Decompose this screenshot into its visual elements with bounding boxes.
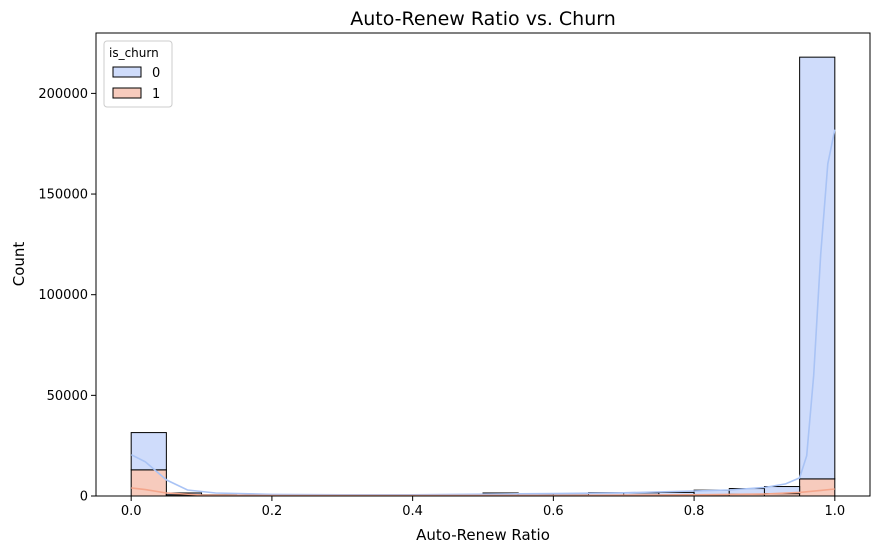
legend-title: is_churn [109, 46, 159, 60]
bar-series-1-bin-19 [799, 478, 836, 497]
bar-series-0-bin-0 [130, 432, 167, 471]
x-tick-label-5: 1.0 [824, 504, 845, 519]
x-tick-label-2: 0.4 [402, 504, 423, 519]
y-tick-label-0: 0 [80, 490, 88, 505]
y-tick-label-3: 150000 [38, 188, 88, 203]
y-tick-label-2: 100000 [38, 288, 88, 303]
kde-curves [130, 129, 836, 497]
y-tick-label-4: 200000 [38, 87, 88, 102]
chart-title: Auto-Renew Ratio vs. Churn [350, 8, 616, 30]
x-tick-label-1: 0.2 [262, 504, 283, 519]
legend-swatch-1 [112, 87, 142, 99]
x-tick-label-3: 0.6 [543, 504, 564, 519]
x-axis: 0.0 0.2 0.4 0.6 0.8 1.0 [121, 496, 845, 519]
y-tick-label-1: 50000 [47, 389, 88, 404]
legend-label-0: 0 [152, 66, 160, 81]
y-axis-label: Count [10, 242, 28, 287]
plot-frame [95, 32, 871, 497]
legend-label-1: 1 [152, 87, 160, 102]
kde-curve-0 [130, 129, 836, 496]
bar-series-0-bin-19 [799, 56, 836, 480]
x-tick-label-4: 0.8 [684, 504, 705, 519]
legend-swatch-0 [112, 66, 142, 78]
x-axis-label: Auto-Renew Ratio [416, 526, 550, 544]
y-axis: 0 50000 100000 150000 200000 [38, 87, 96, 505]
legend: is_churn 0 1 [103, 40, 173, 108]
x-tick-label-0: 0.0 [121, 504, 142, 519]
histogram-bars [130, 56, 836, 497]
